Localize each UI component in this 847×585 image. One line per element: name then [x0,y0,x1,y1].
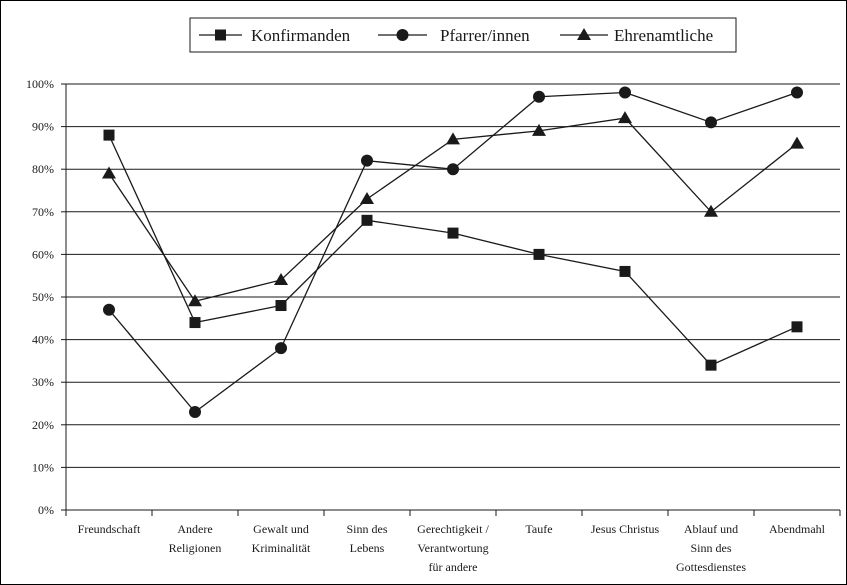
x-tick-label-line: Taufe [525,522,552,536]
legend-box [189,17,737,53]
x-tick-label: Sinn des Lebens [346,522,387,555]
axes [61,83,841,516]
data-point [103,129,115,141]
x-tick-label-line: Verantwortung [417,541,488,555]
data-point [189,317,201,329]
data-point [791,321,803,333]
y-tick-label: 30% [32,375,54,389]
data-point [275,342,287,355]
x-tick-label: Abendmahl [769,522,826,536]
data-point [533,248,545,260]
data-point [619,265,631,277]
data-point [790,136,804,149]
data-point [704,204,718,217]
y-tick-label: 100% [26,77,54,91]
data-point [275,300,287,312]
y-tick-label: 90% [32,120,54,134]
data-point [791,86,803,99]
x-tick-label-line: Lebens [350,541,385,555]
x-tick-label-line: Kriminalität [252,541,311,555]
x-tick-label-line: Gewalt und [253,522,309,536]
data-point [274,272,288,285]
y-tick-label: 70% [32,205,54,219]
y-tick-label: 40% [32,333,54,347]
legend-label: Pfarrer/innen [440,26,530,45]
x-tick-label: Andere Religionen [169,522,222,555]
x-tick-label-line: Ablauf und [684,522,738,536]
data-point [188,294,202,307]
data-point [360,192,374,205]
x-tick-label: Freundschaft [78,522,141,536]
x-tick-label: Jesus Christus [591,522,660,536]
series-triangle [102,111,804,307]
y-tick-label: 10% [32,460,54,474]
x-tick-label-line: Sinn des [346,522,387,536]
series-square [103,129,803,371]
x-tick-label-line: Abendmahl [769,522,826,536]
x-tick-label-line: Gottesdienstes [676,560,746,574]
x-tick-label: Gewalt und Kriminalität [252,522,311,555]
data-point [705,116,717,129]
data-point [447,227,459,239]
x-tick-label-line: Andere [177,522,212,536]
data-point [446,132,460,145]
legend-label: Ehrenamtliche [614,26,713,45]
data-point [102,166,116,179]
y-tick-label: 50% [32,290,54,304]
x-tick-label-line: Freundschaft [78,522,141,536]
legend-marker [215,29,226,41]
x-tick-label-line: Gerechtigkeit / [417,522,489,536]
x-tick-label-line: Religionen [169,541,222,555]
x-tick-label-line: für andere [429,560,478,574]
y-tick-label: 80% [32,162,54,176]
series-group [102,86,804,419]
x-tick-label-line: Sinn des [690,541,731,555]
data-point [619,86,631,99]
data-point [361,214,373,226]
legend-marker [396,29,409,41]
data-point [533,90,545,103]
x-tick-label: Ablauf und Sinn des Gottesdienstes [676,522,746,574]
data-point [189,406,201,419]
series-circle [103,86,803,419]
y-tick-label: 0% [38,503,54,517]
series-line [108,117,798,303]
data-point [361,154,373,167]
data-point [618,111,632,124]
y-tick-label: 20% [32,418,54,432]
data-point [103,303,115,316]
data-point [532,123,546,136]
x-tick-label: Gerechtigkeit / Verantwortung für andere [417,522,489,574]
axis-labels: 0% 10% 20% 30% 40% 50% 60% 70% 80% 90% 100% Freunds… [26,77,826,574]
legend-marker [577,28,591,40]
x-tick-label: Taufe [525,522,552,536]
y-tick-label: 60% [32,247,54,261]
legend-label: Konfirmanden [251,26,351,45]
x-tick-label-line: Jesus Christus [591,522,660,536]
data-point [447,163,459,176]
data-point [705,359,717,371]
legend: Konfirmanden Pfarrer/innen Ehrenamtliche [189,17,737,53]
